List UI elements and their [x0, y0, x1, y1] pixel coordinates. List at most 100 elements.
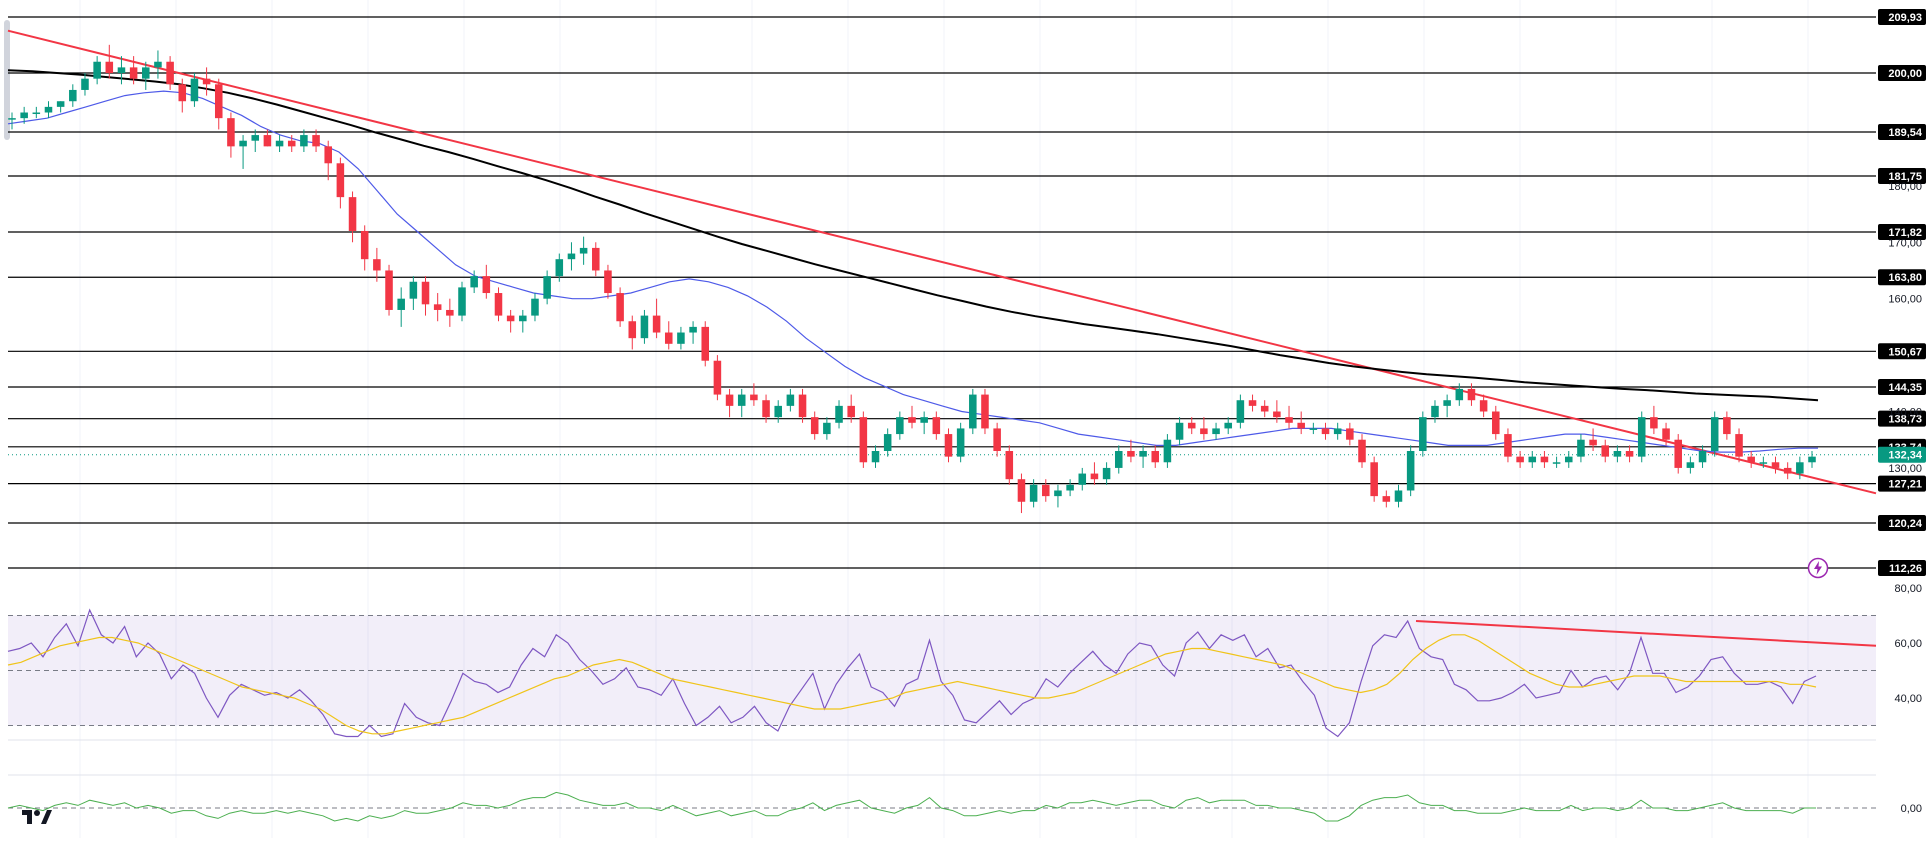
candle-body — [1273, 411, 1281, 418]
candle-body — [823, 422, 831, 435]
candle-body — [1528, 456, 1537, 463]
candle-body — [847, 405, 855, 418]
rsi-tick-label: 80,00 — [1894, 583, 1922, 595]
candle-body — [640, 315, 649, 339]
candle-body — [1260, 405, 1269, 412]
candle-body — [519, 315, 527, 322]
candle-body — [1662, 428, 1670, 440]
current-price-box — [1878, 446, 1926, 463]
candle-body — [1370, 462, 1378, 497]
candle-body — [1796, 462, 1804, 474]
candle-body — [689, 326, 697, 333]
candle-body — [1419, 417, 1427, 451]
candle-body — [1321, 428, 1330, 435]
candle-body — [178, 84, 187, 102]
level-label-box — [1878, 65, 1926, 82]
candle-body — [1625, 450, 1634, 457]
level-label: 200,00 — [1888, 68, 1922, 80]
candle-body — [1601, 445, 1610, 457]
candle-body — [69, 89, 77, 102]
candle-body — [798, 394, 807, 418]
candle-body — [871, 450, 880, 463]
level-label-box — [1878, 167, 1926, 184]
candle-body — [1042, 484, 1050, 497]
candle-body — [348, 197, 357, 231]
tradingview-logo-icon[interactable] — [20, 806, 54, 828]
candle-body — [312, 135, 320, 147]
current-price-label: 132,34 — [1888, 450, 1923, 462]
level-label: 120,24 — [1888, 518, 1923, 530]
candle-body — [1808, 456, 1816, 463]
candle-body — [555, 259, 564, 277]
level-label: 150,67 — [1888, 346, 1922, 358]
candle-body — [1564, 456, 1573, 463]
oscillator-zero-label: 0,00 — [1901, 803, 1922, 815]
candle-body — [567, 253, 576, 260]
candle-body — [1139, 450, 1147, 457]
candle-body — [1224, 422, 1232, 429]
candle-body — [20, 112, 28, 119]
candle-body — [373, 259, 381, 271]
candle-body — [1747, 456, 1755, 463]
candle-body — [44, 106, 53, 113]
candle-body — [214, 84, 223, 119]
level-label-box — [1878, 514, 1926, 531]
rsi-tick-label: 60,00 — [1894, 638, 1922, 650]
candle-body — [993, 428, 1001, 451]
candle-body — [1406, 450, 1415, 491]
candle-body — [1492, 411, 1500, 435]
price-axis[interactable]: 209,93 200,00 189,54 181,75 171,82 163,80 150,… — [1878, 9, 1926, 576]
candle-body — [1723, 417, 1731, 435]
level-label: 112,26 — [1889, 563, 1922, 575]
candle-body — [628, 321, 637, 339]
candle-body — [543, 276, 551, 299]
level-label-box — [1878, 223, 1926, 240]
candle-body — [1297, 422, 1305, 429]
scroll-handle — [4, 20, 10, 140]
price-trendline[interactable] — [7, 29, 1877, 495]
candle-body — [129, 67, 138, 79]
candle-body — [1127, 450, 1135, 457]
level-label: 127,21 — [1888, 479, 1922, 491]
candle-body — [1066, 484, 1074, 491]
candle-body — [579, 247, 588, 254]
level-label: 181,75 — [1888, 171, 1922, 183]
candle-body — [1333, 428, 1342, 435]
oscillator-panel: 0,00 — [7, 774, 1922, 822]
candle-body — [1674, 439, 1682, 468]
candle-body — [1163, 439, 1172, 463]
candle-body — [762, 400, 770, 418]
candle-body — [1443, 400, 1451, 406]
candle-body — [409, 281, 418, 299]
candle-body — [1346, 428, 1354, 440]
candle-body — [1382, 496, 1391, 502]
candle-body — [202, 78, 211, 85]
lightning-icon[interactable] — [1807, 557, 1829, 579]
price-tick-label: 160,00 — [1888, 294, 1922, 306]
rsi-panel: 80,00 60,00 40,00 — [7, 583, 1922, 741]
candle-body — [1102, 467, 1111, 480]
candle-body — [835, 405, 843, 423]
candle-body — [1114, 450, 1123, 468]
level-label: 144,35 — [1888, 382, 1922, 394]
candle-body — [105, 61, 114, 74]
level-label-box — [1878, 410, 1926, 427]
candle-body — [1029, 484, 1038, 502]
candle-body — [8, 118, 16, 120]
candle-body — [93, 61, 101, 79]
candle-body — [166, 61, 174, 85]
candle-body — [944, 434, 953, 457]
candle-body — [920, 417, 928, 423]
candle-body — [1151, 450, 1160, 463]
candle-body — [470, 276, 478, 288]
trendline — [7, 29, 1877, 495]
candle-body — [1212, 428, 1220, 435]
horizontal-levels — [8, 16, 1876, 569]
rsi-ma-line — [7, 634, 1817, 735]
level-label-box — [1878, 475, 1926, 492]
candle-body — [1504, 434, 1512, 457]
candle-body — [446, 309, 454, 316]
oscillator-line — [7, 791, 1816, 822]
